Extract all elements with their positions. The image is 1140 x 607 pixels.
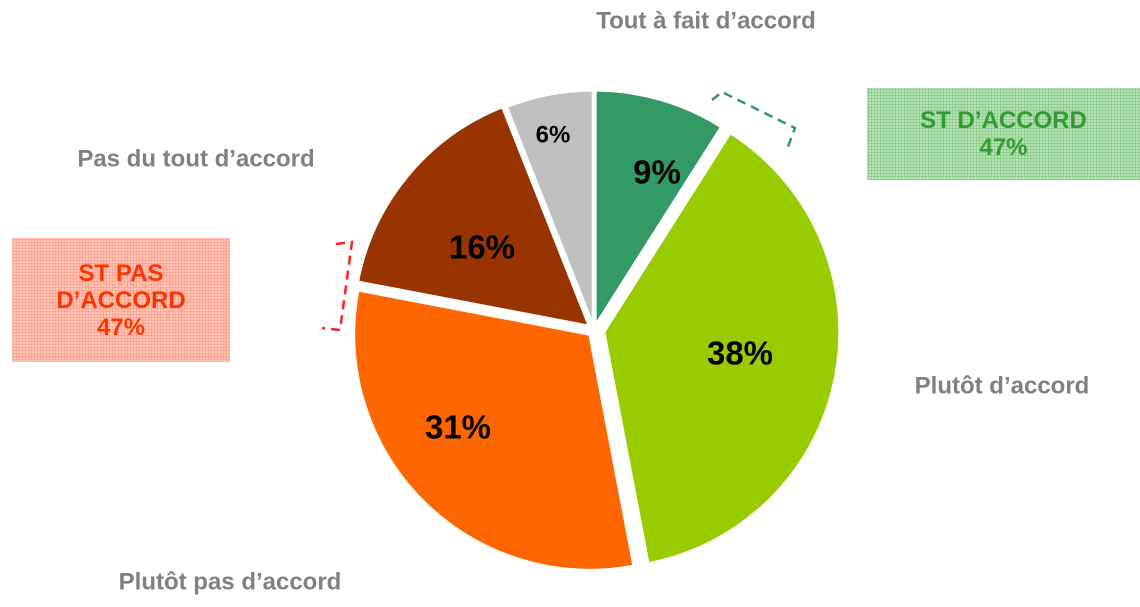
pie-slice — [352, 288, 636, 572]
pie-slice — [602, 130, 842, 566]
bracket — [711, 90, 797, 153]
pie-slice — [593, 88, 724, 332]
annotation-text: ST PAS D’ACCORD — [56, 259, 186, 314]
data-label: 16% — [449, 229, 515, 266]
data-label: 9% — [633, 154, 681, 191]
category-label: Plutôt d’accord — [915, 372, 1090, 399]
category-label: Plutôt pas d’accord — [119, 568, 342, 595]
category-label: Tout à fait d’accord — [596, 7, 816, 34]
pie-slice — [504, 88, 595, 327]
annotation-value: 47% — [96, 313, 146, 341]
data-label: 31% — [425, 409, 491, 446]
data-label: 38% — [707, 335, 773, 372]
annotation-text: ST D’ACCORD — [920, 107, 1087, 134]
bracket — [321, 240, 354, 332]
category-label: Pas du tout d’accord — [77, 145, 314, 172]
annotation-box: ST PAS D’ACCORD 47% — [12, 238, 230, 362]
data-label: 6% — [536, 121, 571, 148]
pie-slice — [355, 104, 592, 329]
annotation-box: ST D’ACCORD 47% — [867, 88, 1140, 180]
annotation-value: 47% — [979, 134, 1028, 161]
